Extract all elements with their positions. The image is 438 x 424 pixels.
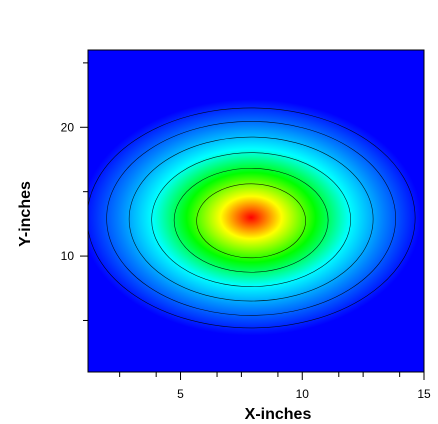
contour-line bbox=[151, 152, 351, 287]
x-tick-label: 15 bbox=[417, 387, 431, 401]
x-axis: 5 10 15 bbox=[119, 372, 431, 401]
heat-field bbox=[88, 99, 422, 336]
y-axis-title: Y-inches bbox=[17, 181, 34, 247]
contour-lines bbox=[88, 107, 416, 329]
plot-frame bbox=[87, 49, 425, 373]
x-axis-title: X-inches bbox=[245, 406, 312, 423]
y-tick-label: 10 bbox=[61, 249, 75, 263]
x-tick-label: 10 bbox=[296, 387, 310, 401]
contour-line bbox=[88, 107, 416, 329]
y-axis: 10 20 bbox=[61, 62, 88, 321]
x-tick-label: 5 bbox=[177, 387, 184, 401]
contour-line bbox=[128, 136, 374, 302]
contour-line bbox=[106, 121, 396, 316]
contour-line bbox=[196, 183, 306, 259]
y-tick-label: 20 bbox=[61, 120, 75, 134]
contour-line bbox=[173, 167, 329, 273]
